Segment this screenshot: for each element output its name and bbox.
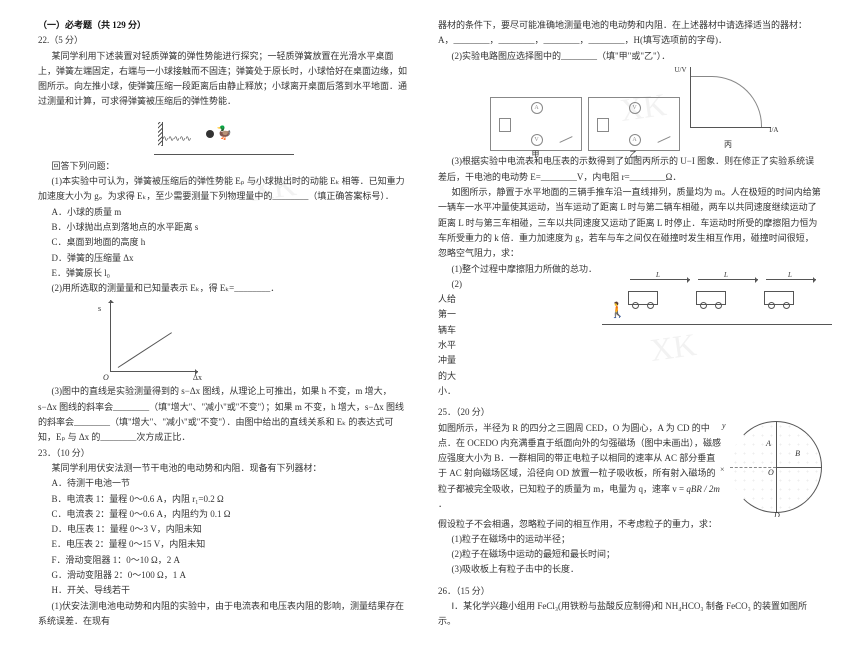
q26-num: 26．（15 分） [438, 584, 822, 599]
q24-p2: (2)人给第一辆车水平冲量的大小． [438, 277, 462, 399]
q25-num: 25．（20 分） [438, 405, 822, 420]
q22-para: 某同学利用下述装置对轻质弹簧的弹性势能进行探究；一轻质弹簧放置在光滑水平桌面上，… [38, 49, 410, 110]
q22-p1: (1)本实验中可认为，弹簧被压缩后的弹性势能 Eₚ 与小球抛出时的动能 Eₖ 相… [38, 174, 410, 205]
q25-p2: (2)粒子在磁场中运动的最短和最长时间； [438, 547, 822, 562]
q24-para: 如图所示，静置于水平地面的三辆手推车沿一直线排列，质量均为 m。人在极短的时间内… [438, 185, 822, 261]
q23-optF: F．滑动变阻器 1：0～10 Ω，2 A [38, 553, 410, 568]
spring-figure: ∿∿∿∿∿🦆 [154, 114, 294, 155]
q23-num: 23．（10 分） [38, 446, 410, 461]
q26-p1: Ⅰ．某化学兴趣小组用 FeCl₃(用铁粉与盐酸反应制得)和 NH₄HCO₃ 制备… [438, 599, 822, 630]
circuit-a: AV甲 [490, 97, 582, 151]
q23-optA: A．待测干电池一节 [38, 476, 410, 491]
q23-cont-para: 器材的条件下，要尽可能准确地测量电池的电动势和内阻．在上述器材中请选择适当的器材… [438, 18, 822, 49]
q22-num: 22.（5 分） [38, 33, 410, 48]
circuit-figures: AV甲 VA乙 U/V I/A 丙 [438, 67, 822, 152]
q25-p3: (3)吸收板上有粒子击中的长度． [438, 562, 822, 577]
q25-formula: qBR / 2m [686, 484, 720, 494]
q23-optD: D．电压表 1：量程 0～3 V，内阻未知 [38, 522, 410, 537]
q25-assumption: 假设粒子不会相遇，忽略粒子间的相互作用，不考虑粒子的重力，求： [438, 517, 822, 532]
q23-optG: G．滑动变阻器 2：0～100 Ω，1 A [38, 568, 410, 583]
q22-optA: A．小球的质量 m [38, 205, 410, 220]
left-column: （一）必考题（共 129 分） 22.（5 分） 某同学利用下述装置对轻质弹簧的… [38, 18, 410, 630]
q22-optD: D．弹簧的压缩量 Δx [38, 251, 410, 266]
circle-figure: C D E O A B y × [730, 421, 822, 513]
q24-p1: (1)整个过程中摩擦阻力所做的总功． [438, 262, 822, 277]
section-heading: （一）必考题（共 129 分） [38, 18, 410, 33]
q22-optC: C．桌面到地面的高度 h [38, 235, 410, 250]
iv-graph: U/V I/A [690, 67, 771, 128]
q22-optE: E．弹簧原长 l₀ [38, 266, 410, 281]
q23-optC: C．电流表 2：量程 0～0.6 A，内阻约为 0.1 Ω [38, 507, 410, 522]
q23-para: 某同学利用伏安法测一节干电池的电动势和内阻．现备有下列器材： [38, 461, 410, 476]
q23-p1: (1)伏安法测电池电动势和内阻的实验中，由于电流表和电压表内阻的影响，测量结果存… [38, 599, 410, 630]
q25-p1: (1)粒子在磁场中的运动半径； [438, 532, 822, 547]
q22-p2: (2)用所选取的测量量和已知量表示 Eₖ，得 Eₖ=________． [38, 281, 410, 296]
train-figure: 🚶 L L L [622, 279, 822, 325]
circuit-b: VA乙 [588, 97, 680, 151]
q22-optB: B．小球抛出点到落地点的水平距离 s [38, 220, 410, 235]
q23-p2: (2)实验电路图应选择图中的________（填"甲"或"乙"）． [438, 49, 822, 64]
q23-optB: B．电流表 1：量程 0～0.6 A，内阻 r₁=0.2 Ω [38, 492, 410, 507]
q25-para: 如图所示，半径为 R 的四分之三圆周 CED，O 为圆心，A 为 CD 的中点．… [438, 423, 721, 494]
s-dx-graph: s Δx O [98, 300, 198, 380]
q22-p3: (3)图中的直线是实验测量得到的 s−Δx 图线，从理论上可推出，如果 h 不变… [38, 384, 410, 445]
q23-optE: E．电压表 2：量程 0～15 V，内阻未知 [38, 537, 410, 552]
q23-optH: H．开关、导线若干 [38, 583, 410, 598]
right-column: 器材的条件下，要尽可能准确地测量电池的电动势和内阻．在上述器材中请选择适当的器材… [438, 18, 822, 630]
q22-answer-lead: 回答下列问题： [38, 159, 410, 174]
